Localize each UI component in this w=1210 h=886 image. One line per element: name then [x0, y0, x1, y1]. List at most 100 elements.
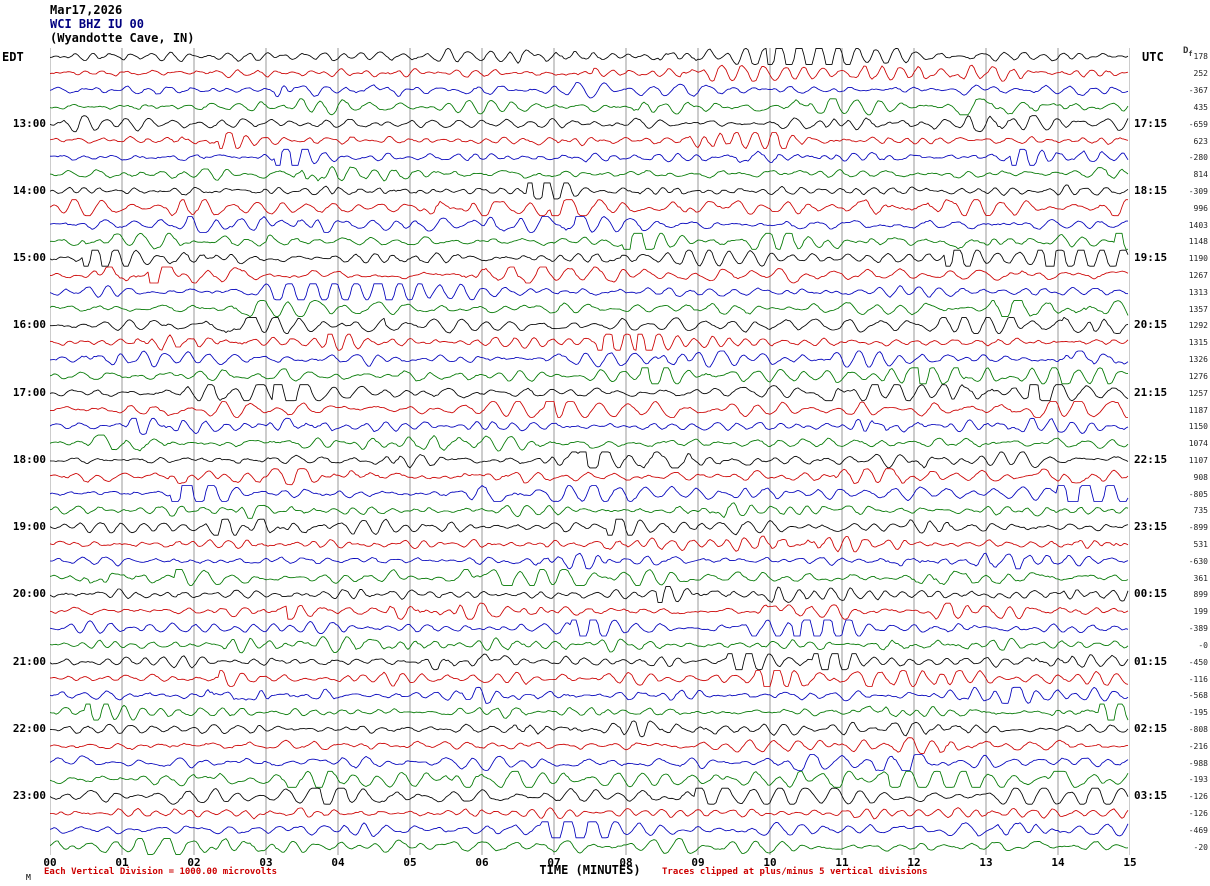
seismic-trace-row-19 [50, 367, 1129, 385]
seismic-trace-row-3 [50, 98, 1129, 116]
x-tick-label: 01 [115, 856, 129, 869]
left-time-label: 16:00 [12, 318, 46, 332]
seismic-trace-row-33 [50, 602, 1129, 620]
x-tick-label: 03 [259, 856, 273, 869]
right-time-label: 17:15 [1134, 116, 1168, 130]
seismic-trace-row-9 [50, 199, 1128, 217]
seismic-trace-row-20 [50, 384, 1129, 402]
title-date: Mar17,2026 [50, 3, 123, 17]
seismic-trace-row-7 [50, 166, 1129, 182]
seismic-trace-row-4 [50, 115, 1129, 133]
row-amplitude-value: 623 [1193, 136, 1208, 146]
right-time-label: 23:15 [1134, 520, 1168, 534]
row-amplitude-value: -450 [1188, 657, 1208, 667]
row-amplitude-value: 735 [1193, 506, 1208, 516]
seismic-trace-row-39 [50, 703, 1129, 721]
seismic-trace-row-31 [50, 569, 1129, 587]
seismic-trace-row-25 [50, 468, 1129, 486]
row-amplitude-value: 252 [1193, 69, 1208, 79]
seismic-trace-row-23 [50, 434, 1129, 452]
left-time-label: 17:00 [12, 385, 46, 399]
seismic-trace-row-5 [50, 132, 1129, 149]
row-amplitude-value: -126 [1188, 792, 1208, 802]
row-amplitude-value: 1357 [1188, 304, 1208, 314]
row-amplitude-value: -126 [1188, 809, 1208, 818]
seismic-trace-row-17 [50, 333, 1129, 351]
seismic-trace-row-18 [50, 350, 1129, 368]
x-tick-label: 02 [187, 856, 201, 869]
row-amplitude-value: -568 [1188, 691, 1208, 701]
seismogram-plot [50, 48, 1130, 855]
row-amplitude-value: 1315 [1188, 338, 1208, 348]
seismic-trace-row-26 [50, 485, 1129, 502]
seismic-trace-row-43 [50, 770, 1129, 788]
seismic-trace-row-22 [50, 417, 1129, 435]
seismic-trace-row-28 [50, 518, 1129, 536]
x-tick-label: 10 [763, 856, 777, 869]
seismic-trace-row-34 [50, 619, 1129, 637]
seismic-trace-row-10 [50, 216, 1129, 233]
row-amplitude-value: -309 [1188, 186, 1208, 196]
row-amplitude-value: -116 [1188, 674, 1208, 684]
row-amplitude-value: -389 [1188, 624, 1208, 633]
row-amplitude-value: -216 [1188, 741, 1208, 751]
row-amplitude-value: -20 [1193, 842, 1208, 852]
row-amplitude-value: -0 [1198, 640, 1208, 650]
seismic-trace-row-30 [50, 552, 1129, 570]
x-tick-label: 00 [43, 856, 57, 869]
row-amplitude-value: 1074 [1188, 439, 1208, 449]
seismic-trace-row-42 [50, 754, 1129, 771]
seismic-trace-row-2 [50, 82, 1129, 99]
row-amplitude-value: 1257 [1188, 388, 1208, 398]
row-amplitude-value: 435 [1193, 102, 1208, 112]
row-amplitude-value: -630 [1188, 556, 1208, 566]
x-tick-label: 05 [403, 856, 417, 869]
seismic-trace-row-44 [50, 787, 1129, 805]
x-tick-label: 06 [475, 856, 489, 869]
left-time-label: 22:00 [12, 721, 46, 735]
right-time-label: 01:15 [1134, 654, 1168, 668]
left-time-label: 21:00 [12, 654, 46, 668]
x-tick-label: 12 [907, 856, 921, 869]
left-time-label: 14:00 [12, 183, 46, 197]
seismic-trace-row-40 [50, 720, 1129, 738]
df-column-header: Df [1183, 46, 1193, 58]
seismic-trace-row-47 [50, 838, 1129, 855]
right-time-label: 22:15 [1134, 452, 1168, 466]
row-amplitude-value: -195 [1188, 708, 1208, 718]
row-amplitude-value: 1187 [1188, 405, 1208, 415]
row-amplitude-value: 899 [1193, 590, 1208, 600]
left-timezone-label: EDT [2, 50, 24, 64]
row-amplitude-value: 1267 [1188, 271, 1208, 280]
seismic-trace-row-38 [50, 686, 1129, 704]
title-location: (Wyandotte Cave, IN) [50, 31, 195, 45]
right-time-label: 21:15 [1134, 385, 1168, 399]
right-time-label: 18:15 [1134, 183, 1168, 197]
seismic-trace-row-36 [50, 653, 1129, 671]
row-amplitude-value: 1276 [1188, 371, 1208, 381]
row-amplitude-value: -193 [1188, 775, 1208, 785]
row-amplitude-value: -988 [1188, 758, 1208, 768]
seismic-trace-row-12 [50, 249, 1129, 267]
row-amplitude-value: 1148 [1188, 237, 1208, 247]
row-amplitude-value: -899 [1188, 523, 1208, 533]
corner-mark: M [26, 873, 31, 882]
row-amplitude-value: -469 [1188, 825, 1208, 835]
right-timezone-label: UTC [1142, 50, 1164, 64]
row-amplitude-value: 1150 [1188, 422, 1208, 432]
row-amplitude-value: 908 [1193, 472, 1208, 482]
seismic-trace-row-16 [50, 316, 1129, 334]
row-amplitude-value: 814 [1193, 170, 1208, 180]
seismic-trace-row-27 [50, 502, 1129, 519]
seismic-trace-row-0 [50, 48, 1129, 65]
seismic-trace-row-8 [50, 182, 1129, 200]
seismic-trace-row-29 [50, 535, 1129, 553]
seismic-trace-row-15 [50, 300, 1129, 318]
seismic-trace-row-45 [50, 807, 1129, 820]
x-tick-label: 15 [1123, 856, 1137, 869]
right-time-label: 20:15 [1134, 318, 1168, 332]
row-amplitude-value: -280 [1188, 153, 1208, 163]
row-amplitude-value: 1313 [1188, 287, 1208, 297]
x-tick-label: 14 [1051, 856, 1065, 869]
